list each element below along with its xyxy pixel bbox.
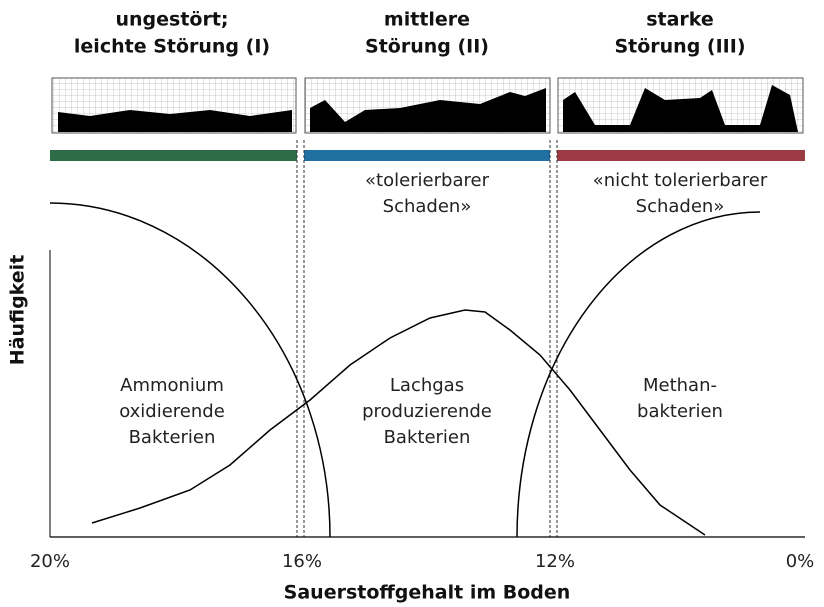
group-label: oxidierende [119, 401, 225, 422]
column-header: ungestört; [115, 9, 228, 31]
x-tick-label: 0% [786, 551, 815, 572]
column-header: Störung (II) [365, 36, 489, 58]
zone-bar [304, 150, 550, 161]
group-label: Methan- [643, 375, 717, 396]
group-label: produzierende [362, 401, 492, 422]
thumbnails [52, 78, 803, 133]
zone-label: Schaden» [383, 196, 472, 217]
x-axis-label: Sauerstoffgehalt im Boden [284, 582, 571, 604]
zone-label: Schaden» [636, 196, 725, 217]
diagram: Häufigkeit Sauerstoffgehalt im Boden 20%… [0, 0, 824, 607]
column-header: mittlere [384, 9, 470, 31]
labels: ungestört; leichte Störung (I) mittlere Stö… [74, 9, 768, 449]
group-label: Bakterien [129, 427, 216, 448]
group-label: bakterien [637, 401, 723, 422]
column-header: leichte Störung (I) [74, 36, 270, 58]
group-label: Ammonium [120, 375, 224, 396]
x-tick-label: 20% [30, 551, 70, 572]
group-label: Bakterien [384, 427, 471, 448]
column-header: starke [646, 9, 714, 31]
zone-label: «nicht tolerierbarer [593, 170, 768, 191]
zone-label: «tolerierbarer [365, 170, 490, 191]
x-tick-label: 12% [535, 551, 575, 572]
y-axis-label: Häufigkeit [7, 255, 29, 366]
x-tick-label: 16% [282, 551, 322, 572]
column-header: Störung (III) [614, 36, 745, 58]
page: Häufigkeit Sauerstoffgehalt im Boden 20%… [0, 0, 824, 607]
group-label: Lachgas [390, 375, 464, 396]
zone-bar [557, 150, 805, 161]
curves [50, 203, 805, 537]
zone-bar [50, 150, 297, 161]
